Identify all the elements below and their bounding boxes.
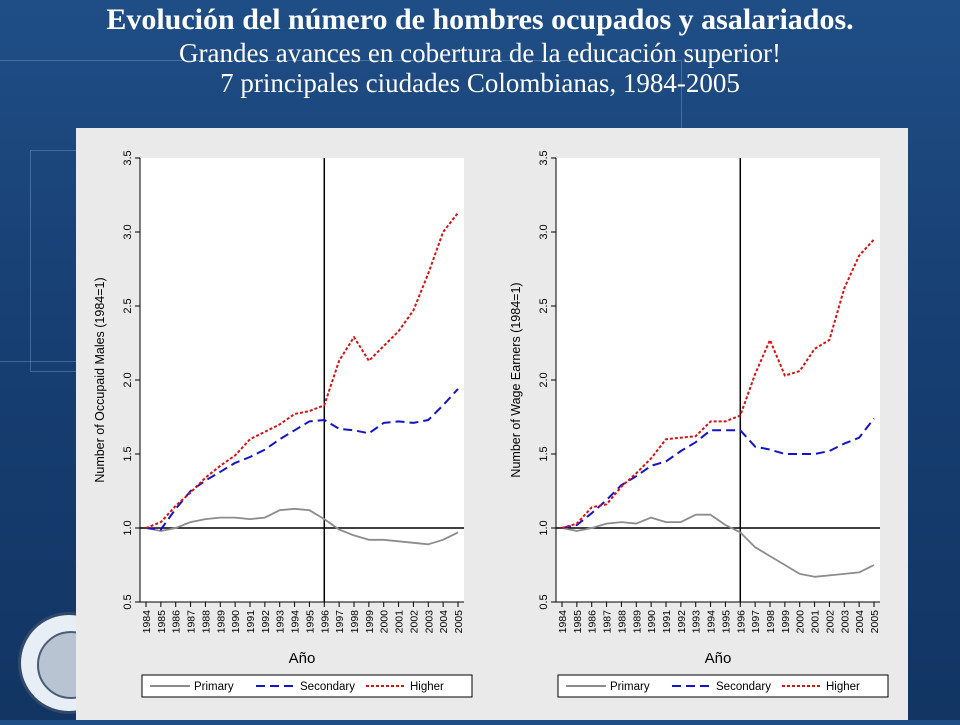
x-tick-label: 2005 [869, 610, 881, 634]
y-tick-label: 1.0 [122, 520, 134, 535]
x-tick-label: 1999 [780, 610, 792, 634]
title-line-3: 7 principales ciudades Colombianas, 1984… [220, 68, 740, 98]
x-tick-label: 1985 [156, 610, 168, 634]
x-tick-label: 1988 [200, 610, 212, 634]
x-tick-label: 1987 [602, 610, 614, 634]
chart-wage-earners-svg: 0.5 1.0 1.5 2.0 2.5 3.0 3.5 Number of Wage Earn… [509, 150, 889, 698]
x-tick-label: 2002 [408, 610, 420, 634]
x-tick-label: 1990 [646, 610, 658, 634]
legend-box [557, 674, 889, 698]
title-line-1: Evolución del número de hombres ocupados… [106, 3, 854, 36]
x-tick-label: 2000 [795, 610, 807, 634]
x-tick-label: 1984 [557, 610, 569, 634]
x-tick-label: 2002 [824, 610, 836, 634]
x-tick-label: 1998 [349, 610, 361, 634]
x-tick-label: 2003 [423, 610, 435, 634]
x-tick-label: 2001 [394, 610, 406, 634]
x-tick-label: 2004 [854, 610, 866, 634]
x-tick-label: 1988 [616, 610, 628, 634]
x-tick-label: 1992 [260, 610, 272, 634]
x-tick-label: 1984 [141, 610, 153, 634]
chart-occupied-males-svg: 0.5 1.0 1.5 2.0 2.5 3.0 3.5 Number of Occupaid … [93, 150, 473, 698]
x-tick-label: 1990 [230, 610, 242, 634]
chart-occupied-males: 0.5 1.0 1.5 2.0 2.5 3.0 3.5 Number of Occupaid … [76, 128, 492, 720]
series-line-primary [145, 507, 459, 546]
x-tick-label: 1995 [720, 610, 732, 634]
y-tick-label: 2.5 [122, 298, 134, 313]
y-tick-label: 2.0 [122, 372, 134, 387]
y-tick-label: 2.0 [538, 372, 550, 387]
plot-area [556, 158, 880, 602]
x-tick-label: 1996 [735, 610, 747, 634]
x-axis-label: Año [705, 650, 732, 667]
x-tick-label: 1993 [275, 610, 287, 634]
x-tick-label: 2001 [810, 610, 822, 634]
x-tick-label: 2000 [379, 610, 391, 634]
title-line-2: Grandes avances en cobertura de la educa… [179, 38, 781, 68]
y-tick-label: 0.5 [122, 594, 134, 609]
series-line-primary [561, 513, 875, 578]
x-tick-label: 1994 [706, 610, 718, 634]
chart-wage-earners: 0.5 1.0 1.5 2.0 2.5 3.0 3.5 Number of Wage Earn… [492, 128, 908, 720]
x-tick-label: 1991 [661, 610, 673, 634]
x-tick-label: 1997 [750, 610, 762, 634]
legend-box [141, 674, 473, 698]
x-tick-label: 2003 [839, 610, 851, 634]
x-tick-label: 1986 [587, 610, 599, 634]
x-tick-label: 2004 [438, 610, 450, 634]
x-tick-label: 1996 [319, 610, 331, 634]
y-tick-label: 1.0 [538, 520, 550, 535]
y-axis-label: Number of Wage Earners (1984=1) [509, 282, 523, 477]
y-tick-label: 3.5 [122, 150, 134, 165]
legend-label-primary: Primary [194, 681, 234, 693]
x-tick-label: 1989 [631, 610, 643, 634]
x-tick-label: 1997 [334, 610, 346, 634]
y-tick-label: 1.5 [538, 446, 550, 461]
plot-area [140, 158, 464, 602]
y-tick-label: 0.5 [538, 594, 550, 609]
legend-label-primary: Primary [610, 681, 650, 693]
legend-label-secondary: Secondary [716, 681, 771, 693]
x-tick-label: 1987 [186, 610, 198, 634]
y-axis-label: Number of Occupaid Males (1984=1) [93, 277, 107, 482]
x-tick-label: 1985 [572, 610, 584, 634]
legend-label-secondary: Secondary [300, 681, 355, 693]
x-tick-label: 1999 [364, 610, 376, 634]
x-tick-label: 1991 [245, 610, 257, 634]
x-tick-label: 2005 [453, 610, 465, 634]
x-tick-label: 1995 [304, 610, 316, 634]
y-tick-label: 1.5 [122, 446, 134, 461]
x-tick-label: 1986 [171, 610, 183, 634]
series-line-higher [145, 212, 459, 529]
x-tick-label: 1994 [290, 610, 302, 634]
x-tick-label: 1989 [215, 610, 227, 634]
x-axis-label: Año [289, 650, 316, 667]
legend-label-higher: Higher [410, 681, 444, 693]
x-tick-label: 1998 [765, 610, 777, 634]
slide-title: Evolución del número de hombres ocupados… [0, 0, 960, 98]
chart-panel: 0.5 1.0 1.5 2.0 2.5 3.0 3.5 Number of Occupaid … [76, 128, 908, 720]
y-tick-label: 2.5 [538, 298, 550, 313]
y-tick-label: 3.0 [122, 224, 134, 239]
legend-label-higher: Higher [826, 681, 860, 693]
x-tick-label: 1993 [691, 610, 703, 634]
series-line-secondary [561, 417, 875, 529]
y-tick-label: 3.0 [538, 224, 550, 239]
x-tick-label: 1992 [676, 610, 688, 634]
y-tick-label: 3.5 [538, 150, 550, 165]
